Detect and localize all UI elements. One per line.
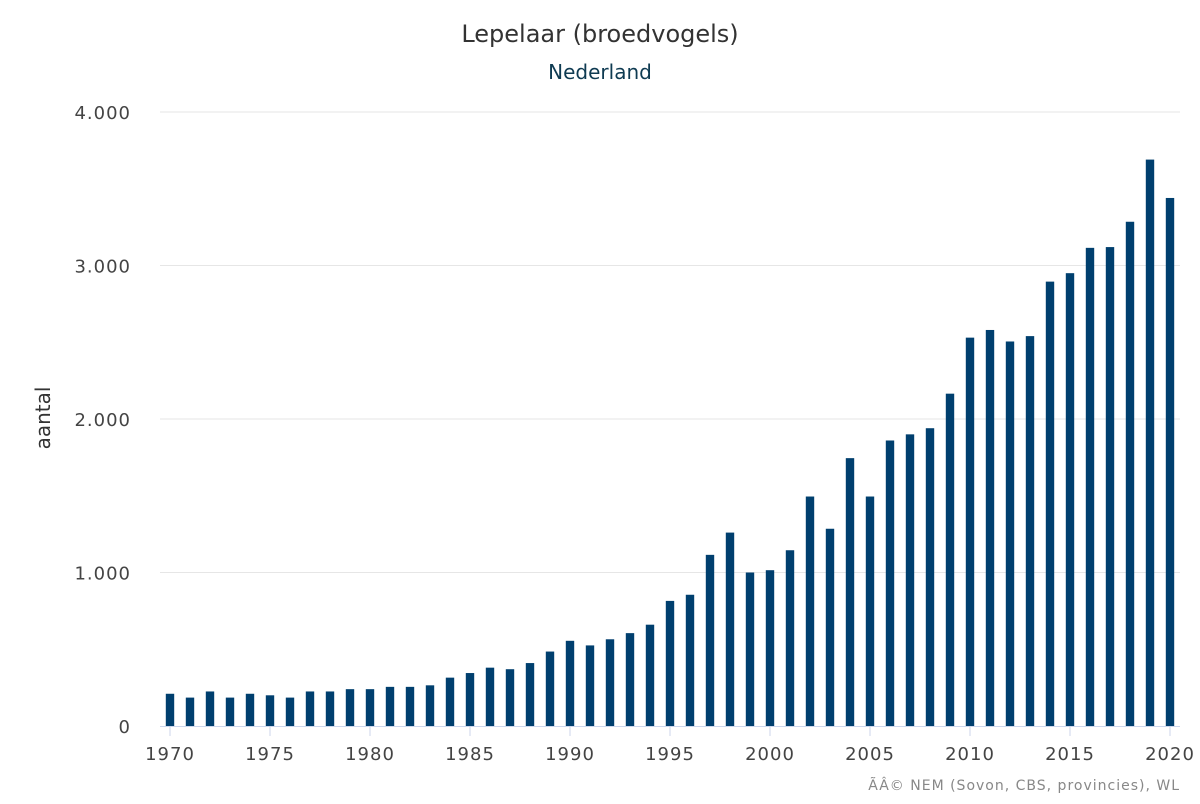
- bar: [165, 693, 175, 726]
- bar: [665, 600, 675, 726]
- bar: [1065, 273, 1075, 726]
- bar: [345, 689, 355, 726]
- bar: [765, 570, 775, 726]
- bar: [925, 428, 935, 726]
- y-tick-label: 4.000: [74, 103, 131, 124]
- x-tick-label: 1970: [145, 744, 195, 765]
- x-tick-label: 2000: [745, 744, 795, 765]
- bar: [885, 440, 895, 726]
- bar: [225, 697, 235, 726]
- x-tick-label: 1990: [545, 744, 595, 765]
- chart-title: Lepelaar (broedvogels): [461, 20, 738, 48]
- bar: [865, 496, 875, 726]
- bar: [605, 639, 615, 726]
- bar: [405, 686, 415, 726]
- x-tick-label: 2020: [1145, 744, 1195, 765]
- bar: [1125, 221, 1135, 726]
- bar: [1025, 336, 1035, 726]
- bar: [785, 550, 795, 726]
- bar: [625, 633, 635, 726]
- y-tick-label: 3.000: [74, 257, 131, 278]
- bar: [1045, 281, 1055, 726]
- x-tick-label: 1985: [445, 744, 495, 765]
- bar: [205, 691, 215, 726]
- bar: [265, 695, 275, 726]
- bar: [685, 594, 695, 726]
- x-tick-label: 1980: [345, 744, 395, 765]
- y-axis-ticks: 0 1.000 2.000 3.000 4.000: [74, 103, 131, 738]
- y-tick-label: 2.000: [74, 410, 131, 431]
- bar: [585, 645, 595, 726]
- bar: [505, 669, 515, 726]
- bar: [325, 691, 335, 726]
- bars: [165, 159, 1175, 726]
- bar: [805, 496, 815, 726]
- y-tick-label: 0: [119, 717, 131, 738]
- bar: [905, 434, 915, 726]
- bar: [705, 554, 715, 726]
- bar: [485, 667, 495, 726]
- x-tick-label: 1995: [645, 744, 695, 765]
- x-tick-label: 2005: [845, 744, 895, 765]
- bar: [725, 532, 735, 726]
- x-axis-ticks: 1970 1975 1980 1985 1990 1995 2000 2005 2010 2015…: [145, 726, 1195, 765]
- chart-subtitle: Nederland: [548, 60, 652, 84]
- bar: [565, 640, 575, 726]
- y-axis-label: aantal: [31, 387, 55, 450]
- x-tick-label: 2015: [1045, 744, 1095, 765]
- bar: [1105, 247, 1115, 726]
- bar: [525, 663, 535, 726]
- bar: [185, 697, 195, 726]
- bar: [1145, 159, 1155, 726]
- bar: [445, 677, 455, 726]
- bar: [545, 651, 555, 726]
- bar: [645, 624, 655, 726]
- bar: [245, 693, 255, 726]
- bar: [845, 458, 855, 726]
- y-tick-label: 1.000: [74, 564, 131, 585]
- bar: [425, 685, 435, 726]
- bar: [965, 337, 975, 726]
- bar: [745, 572, 755, 726]
- bar: [825, 528, 835, 726]
- bar: [945, 393, 955, 726]
- credits: ÃÂ© NEM (Sovon, CBS, provincies), WL: [868, 776, 1180, 794]
- x-tick-label: 2010: [945, 744, 995, 765]
- bar: [1165, 197, 1175, 726]
- bar: [285, 697, 295, 726]
- bar: [1085, 247, 1095, 726]
- bar: [365, 689, 375, 726]
- x-tick-label: 1975: [245, 744, 295, 765]
- bar: [465, 673, 475, 726]
- bar: [1005, 341, 1015, 726]
- bar: [985, 329, 995, 726]
- bar: [385, 686, 395, 726]
- bar: [305, 691, 315, 726]
